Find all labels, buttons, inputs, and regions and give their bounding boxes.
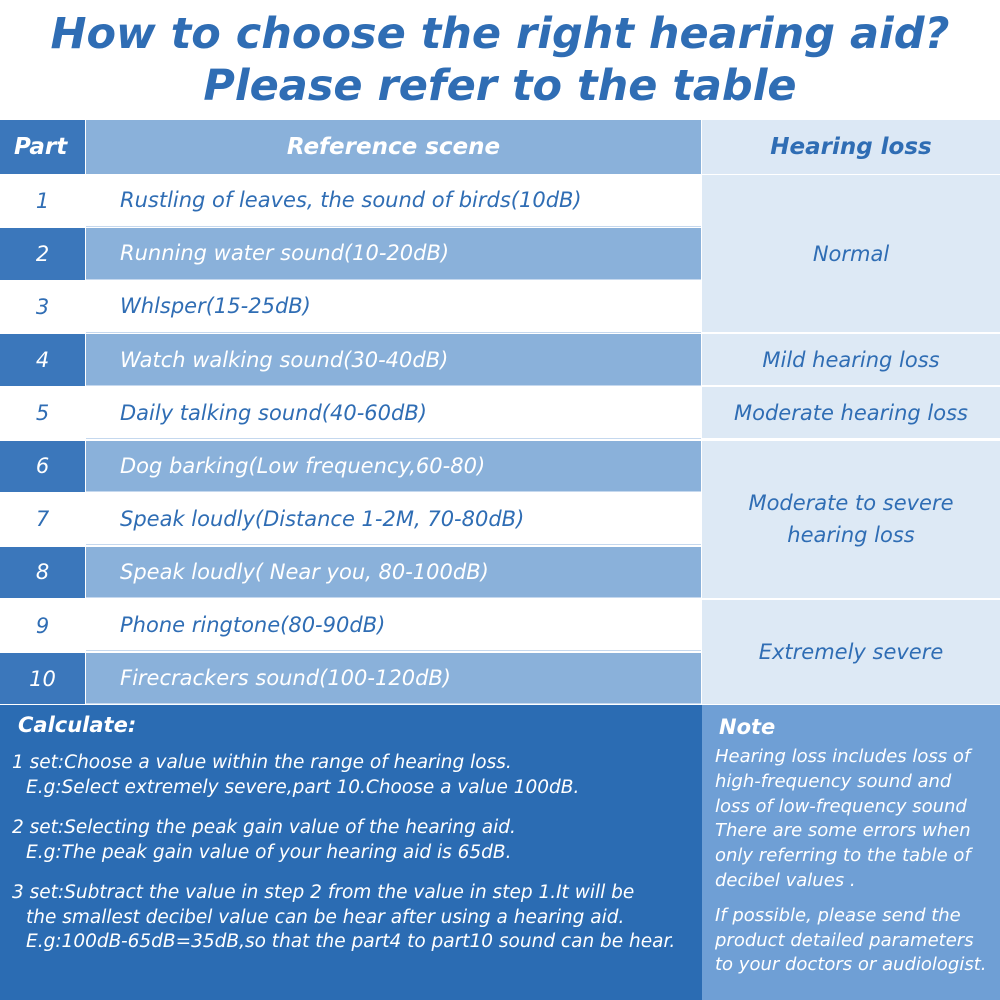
loss-cell: Normal bbox=[702, 175, 1000, 333]
note-line: decibel values . bbox=[715, 869, 856, 891]
scene-cell: Dog barking(Low frequency,60-80) bbox=[86, 440, 701, 493]
calculate-panel: Calculate: 1 set:Choose a value within th… bbox=[0, 705, 702, 1000]
note-line: If possible, please send the bbox=[715, 904, 961, 926]
part-cell: 6 bbox=[0, 440, 85, 493]
title: Please refer to the table bbox=[203, 61, 797, 111]
loss-cell: Mild hearing loss bbox=[702, 334, 1000, 386]
note-line: to your doctors or audiologist. bbox=[715, 954, 987, 976]
loss-text: hearing loss bbox=[787, 523, 915, 548]
part-cell: 5 bbox=[0, 387, 85, 439]
step-line: 1 set:Choose a value within the range of… bbox=[12, 752, 512, 773]
header-scene: Reference scene bbox=[86, 120, 701, 174]
scene-cell: Watch walking sound(30-40dB) bbox=[86, 334, 701, 386]
part-cell: 9 bbox=[0, 599, 85, 652]
note-line: Hearing loss includes loss of bbox=[715, 746, 971, 767]
header-part: Part bbox=[0, 120, 85, 174]
loss-text: Moderate hearing loss bbox=[734, 400, 968, 425]
note-panel: Note Hearing loss includes loss of high-fr… bbox=[702, 705, 1000, 1000]
loss-text: Extremely severe bbox=[758, 639, 944, 664]
scene-cell: Rustling of leaves, the sound of birds(1… bbox=[86, 175, 701, 227]
note-title: Note bbox=[719, 715, 776, 739]
loss-cell: Moderate hearing loss bbox=[702, 387, 1000, 439]
part-cell: 8 bbox=[0, 546, 85, 599]
note-line: only referring to the table of bbox=[715, 845, 971, 867]
note-line: There are some errors when bbox=[715, 820, 971, 842]
part-cell: 3 bbox=[0, 281, 85, 333]
loss-text: Moderate to severe bbox=[748, 491, 954, 516]
note-line: product detailed parameters bbox=[715, 929, 974, 951]
step-line: the smallest decibel value can be hear a… bbox=[26, 906, 625, 928]
header-loss: Hearing loss bbox=[702, 120, 1000, 174]
loss-text: Normal bbox=[812, 241, 890, 266]
step-line: 2 set:Selecting the peak gain value of t… bbox=[12, 817, 516, 838]
part-cell: 7 bbox=[0, 493, 85, 546]
scene-cell: Running water sound(10-20dB) bbox=[86, 228, 701, 280]
scene-cell: Daily talking sound(40-60dB) bbox=[86, 387, 701, 439]
scene-cell: Speak loudly( Near you, 80-100dB) bbox=[86, 546, 701, 599]
part-cell: 1 bbox=[0, 175, 85, 227]
part-cell: 2 bbox=[0, 228, 85, 280]
scene-cell: Speak loudly(Distance 1-2M, 70-80dB) bbox=[86, 493, 701, 546]
part-cell: 10 bbox=[0, 652, 85, 705]
note-line: loss of low-frequency sound bbox=[715, 795, 967, 817]
scene-cell: Whlsper(15-25dB) bbox=[86, 281, 701, 333]
step-line: E.g:Select extremely severe,part 10.Choo… bbox=[26, 776, 580, 798]
note-line: high-frequency sound and bbox=[715, 770, 952, 792]
part-cell: 4 bbox=[0, 334, 85, 386]
loss-text: Mild hearing loss bbox=[762, 347, 940, 372]
loss-cell: Extremely severe bbox=[702, 599, 1000, 704]
step-line: E.g:The peak gain value of your hearing … bbox=[26, 841, 512, 863]
scene-cell: Firecrackers sound(100-120dB) bbox=[86, 652, 701, 705]
title: How to choose the right hearing aid? bbox=[50, 9, 950, 59]
step-line: 3 set:Subtract the value in step 2 from … bbox=[12, 882, 635, 903]
calculate-title: Calculate: bbox=[18, 713, 137, 737]
loss-cell: Moderate to severe hearing loss bbox=[702, 440, 1000, 598]
scene-cell: Phone ringtone(80-90dB) bbox=[86, 599, 701, 652]
step-line: E.g:100dB-65dB=35dB,so that the part4 to… bbox=[26, 931, 676, 952]
